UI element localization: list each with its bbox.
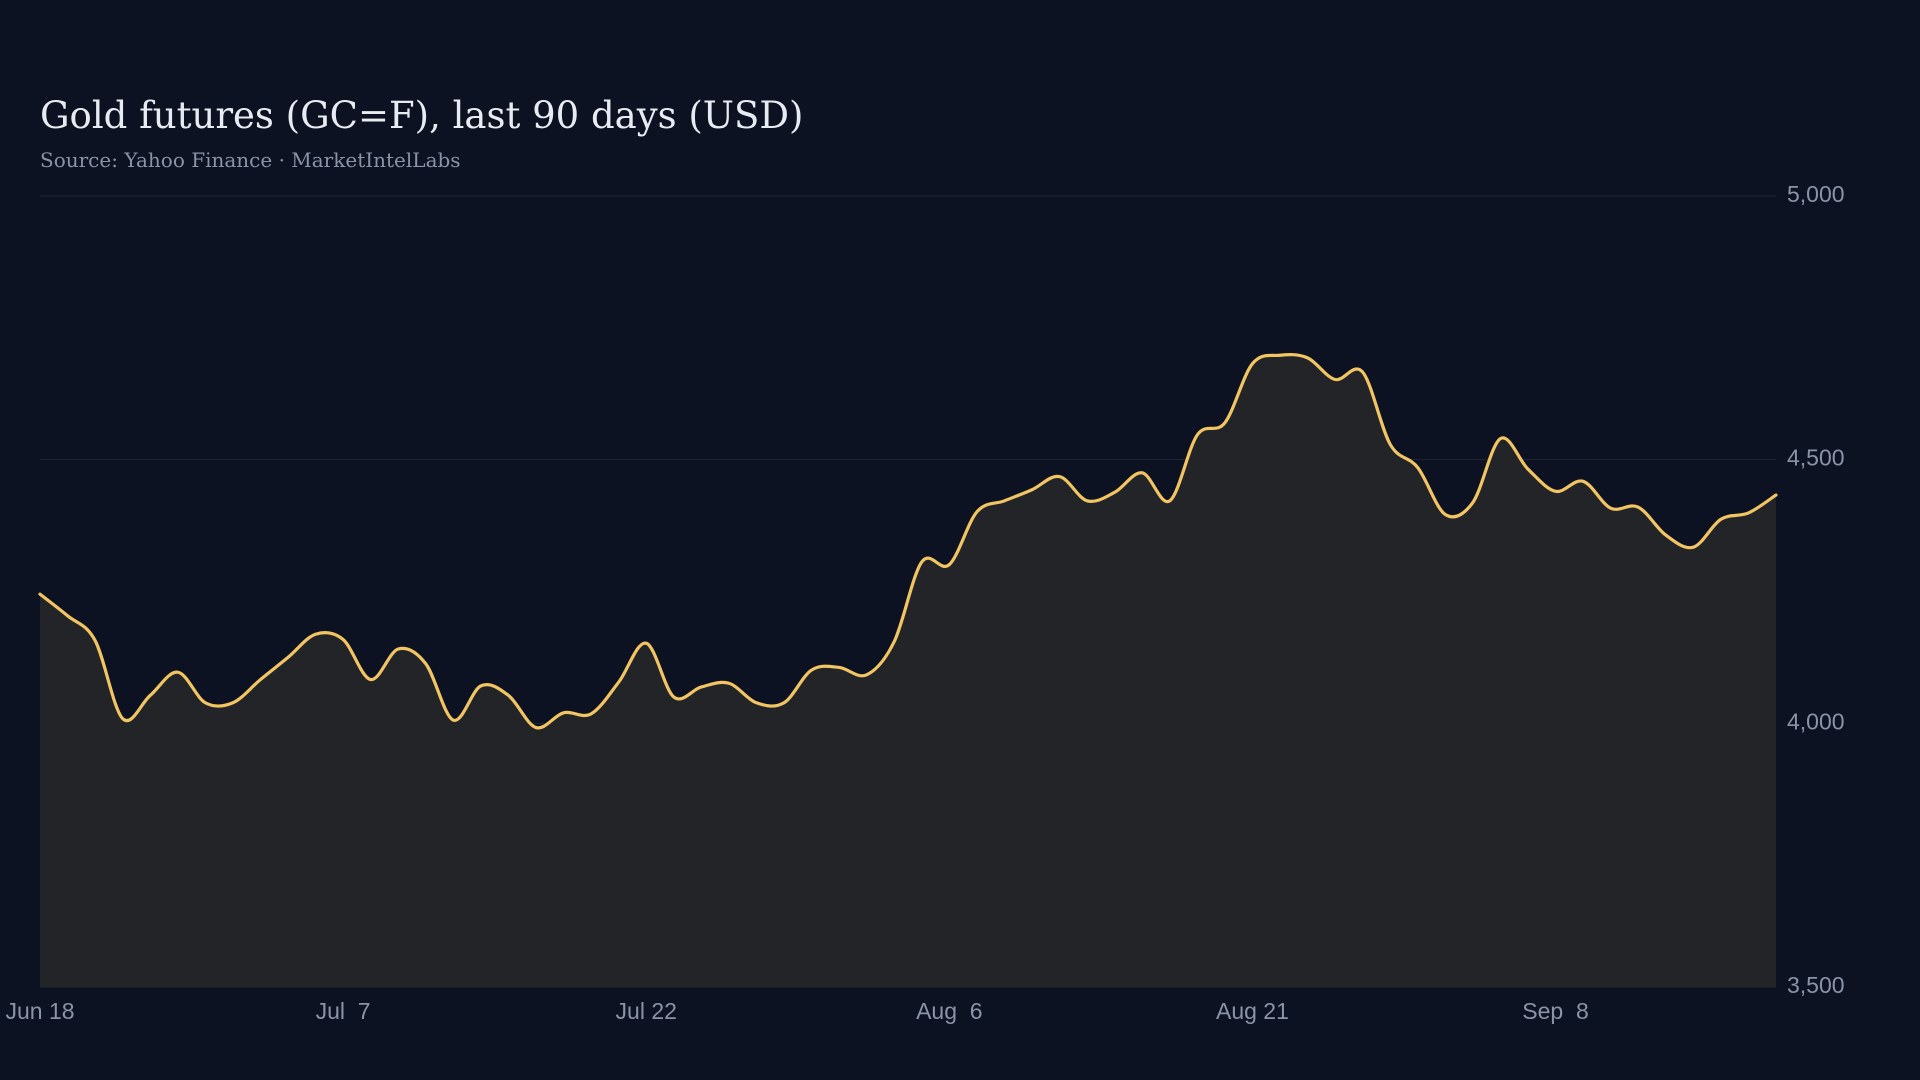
x-tick-label: Sep 8 <box>1522 998 1589 1024</box>
line <box>38 352 1778 730</box>
x-tick-label: Aug 21 <box>1216 998 1289 1024</box>
x-tick-label: Aug 6 <box>916 998 983 1024</box>
y-tick-label: 5,000 <box>1787 181 1845 207</box>
y-tick-label: 3,500 <box>1787 972 1845 998</box>
x-tick-label: Jul 22 <box>616 998 677 1024</box>
chart-subtitle: Source: Yahoo Finance · MarketIntelLabs <box>40 148 461 172</box>
y-tick-label: 4,500 <box>1787 445 1845 471</box>
area <box>40 354 1776 987</box>
chart-title: Gold futures (GC=F), last 90 days (USD) <box>40 94 803 137</box>
x-tick-label: Jul 7 <box>316 998 371 1024</box>
x-tick-label: Jun 18 <box>5 998 74 1024</box>
y-tick-label: 4,000 <box>1787 708 1845 734</box>
